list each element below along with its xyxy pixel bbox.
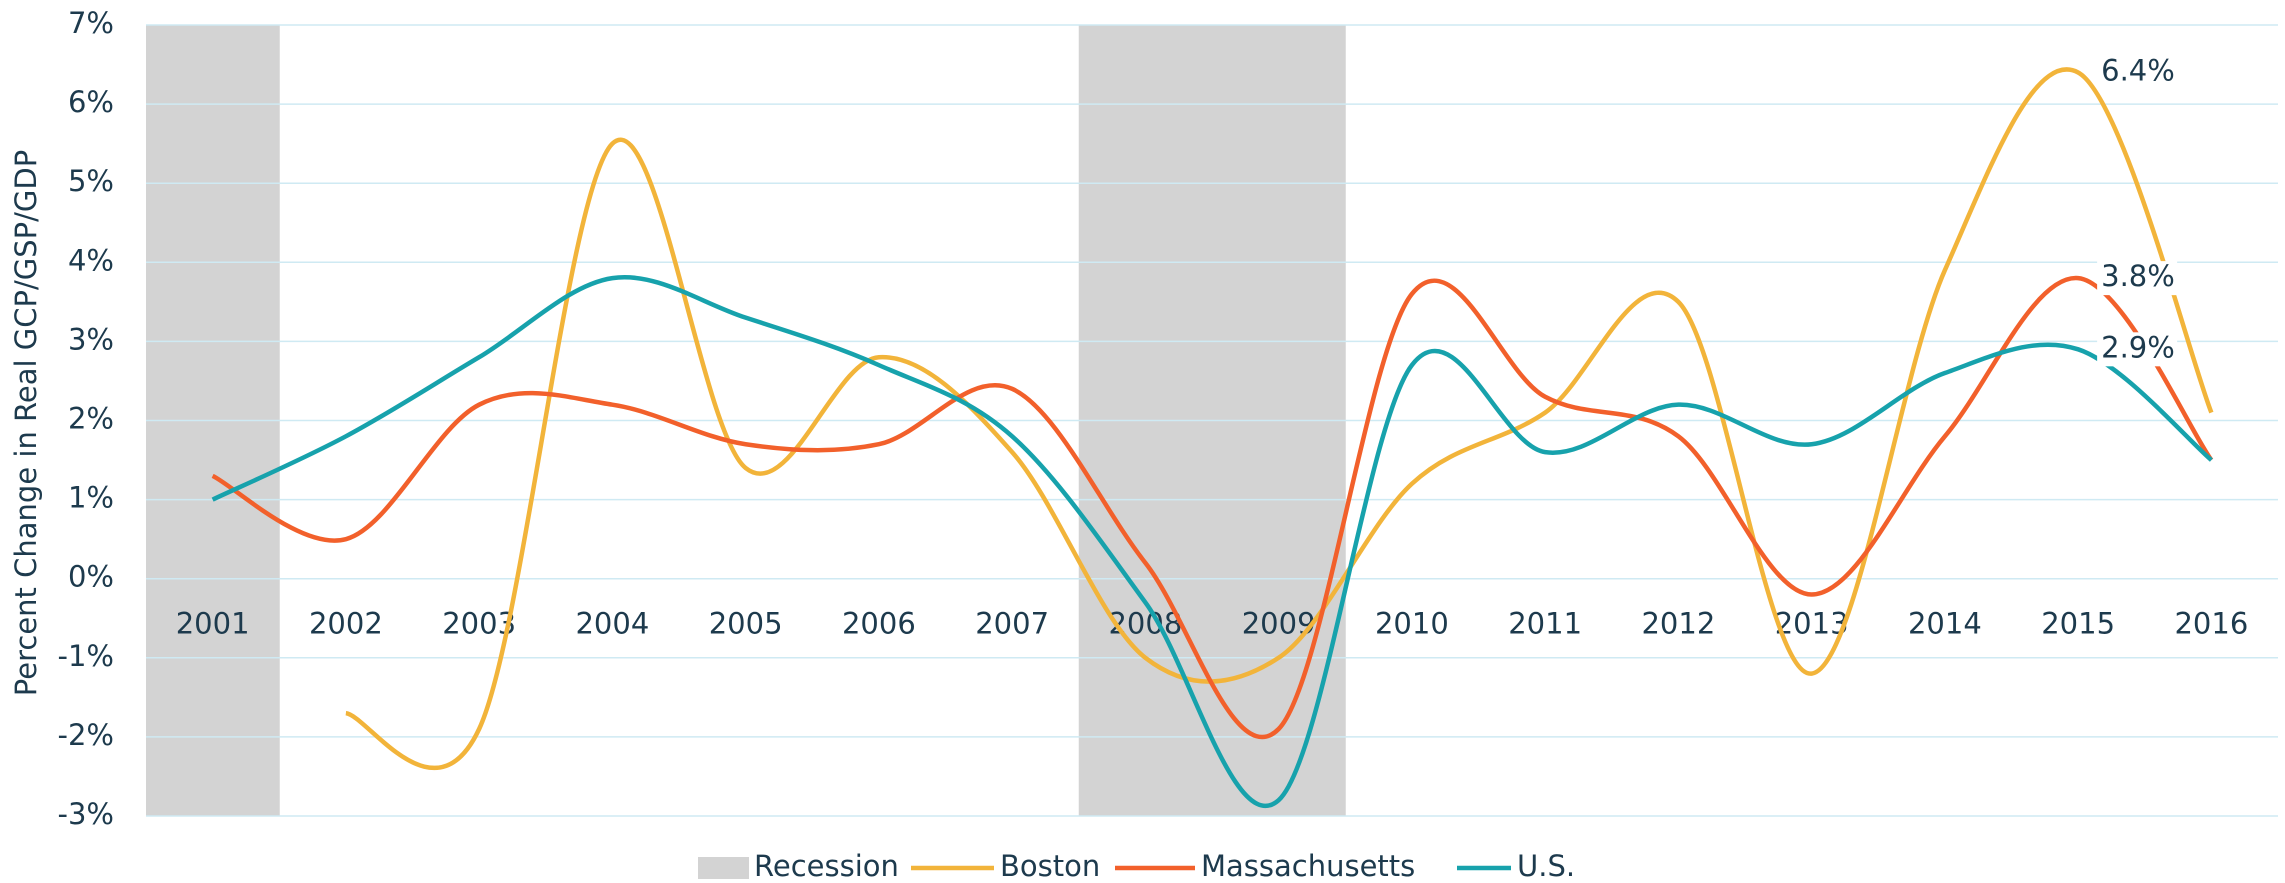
legend-label: U.S. [1517, 849, 1575, 883]
y-tick-label: 2% [68, 402, 114, 436]
y-tick-label: -3% [58, 797, 114, 831]
series-line [345, 67, 2214, 771]
x-tick-label: 2016 [2174, 607, 2248, 641]
x-tick-label: 2001 [176, 607, 250, 641]
value-label: 2.9% [2101, 330, 2175, 364]
y-tick-label: 0% [68, 560, 114, 594]
x-tick-label: 2004 [575, 607, 649, 641]
y-tick-label: -2% [58, 718, 114, 752]
value-label: 6.4% [2101, 53, 2175, 87]
y-tick-label: 7% [68, 6, 114, 40]
x-tick-label: 2008 [1108, 607, 1182, 641]
value-label-bg [2097, 55, 2178, 90]
y-axis-title: Percent Change in Real GCP/GSP/GDP [9, 150, 43, 696]
y-tick-label: 4% [68, 243, 114, 277]
y-tick-label: -1% [58, 639, 114, 673]
x-tick-label: 2015 [2041, 607, 2115, 641]
y-tick-label: 6% [68, 85, 114, 119]
x-tick-label: 2011 [1508, 607, 1582, 641]
legend-label: Recession [754, 849, 899, 883]
y-tick-label: 3% [68, 322, 114, 356]
legend-label: Boston [1000, 849, 1100, 883]
x-tick-label: 2012 [1641, 607, 1715, 641]
y-tick-label: 1% [68, 481, 114, 515]
x-tick-label: 2007 [975, 607, 1049, 641]
x-tick-label: 2014 [1908, 607, 1982, 641]
value-label: 3.8% [2101, 259, 2175, 293]
legend-label: Massachusetts [1201, 849, 1415, 883]
y-tick-label: 5% [68, 164, 114, 198]
x-tick-label: 2010 [1375, 607, 1449, 641]
series-line [211, 275, 2213, 809]
x-tick-label: 2005 [709, 607, 783, 641]
value-label-bg [2097, 261, 2178, 296]
value-label-bg [2097, 332, 2178, 367]
x-tick-label: 2013 [1775, 607, 1849, 641]
series-line [211, 275, 2214, 740]
legend-swatch [698, 857, 749, 879]
x-tick-label: 2006 [842, 607, 916, 641]
x-tick-label: 2002 [309, 607, 383, 641]
